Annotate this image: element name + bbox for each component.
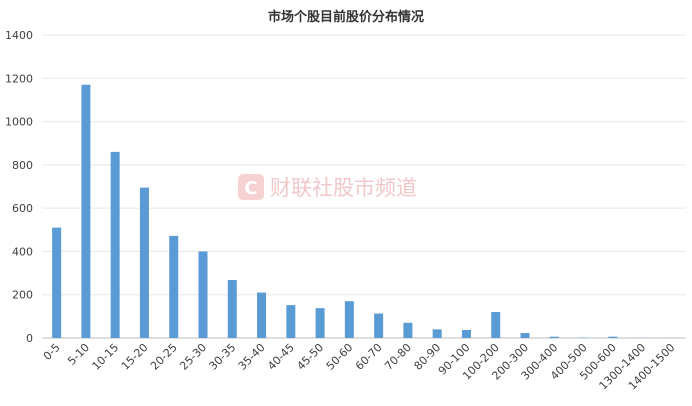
y-tick-label: 0 — [26, 332, 33, 345]
watermark-logo-letter: C — [244, 178, 257, 199]
bar — [169, 235, 179, 338]
bar — [491, 312, 501, 338]
bar — [139, 187, 149, 338]
bar — [227, 279, 237, 338]
x-tick-label: 45-50 — [294, 341, 326, 373]
bar — [374, 313, 384, 338]
bar — [608, 336, 618, 338]
x-tick-label: 10-15 — [90, 341, 122, 373]
bar — [110, 151, 120, 338]
bar — [81, 84, 91, 339]
bar — [461, 329, 471, 338]
bar — [520, 333, 530, 338]
watermark: C 财联社股市频道 — [238, 174, 417, 200]
x-tick-label: 70-80 — [382, 341, 414, 373]
y-tick-label: 1000 — [5, 116, 33, 129]
x-tick-label: 20-25 — [148, 341, 180, 373]
bar — [432, 329, 442, 338]
watermark-text: 财联社股市频道 — [270, 176, 417, 200]
x-tick-label: 35-40 — [236, 341, 268, 373]
y-tick-label: 600 — [12, 202, 33, 215]
x-tick-label: 30-35 — [207, 341, 239, 373]
x-tick-label: 25-30 — [177, 341, 209, 373]
y-tick-label: 800 — [12, 159, 33, 172]
watermark-logo — [238, 174, 264, 200]
bar — [52, 227, 62, 338]
bar — [344, 301, 354, 338]
x-tick-label: 50-60 — [324, 341, 356, 373]
bar — [257, 292, 267, 338]
bar — [286, 305, 296, 338]
chart-title: 市场个股目前股价分布情况 — [267, 10, 424, 25]
bar — [198, 251, 208, 338]
x-tick-label: 40-45 — [265, 341, 297, 373]
x-tick-label: 60-70 — [353, 341, 385, 373]
bar — [549, 336, 559, 338]
x-tick-label: 5-10 — [65, 341, 92, 368]
y-tick-label: 1200 — [5, 72, 33, 85]
y-tick-label: 1400 — [5, 29, 33, 42]
y-tick-label: 400 — [12, 245, 33, 258]
x-tick-label: 15-20 — [119, 341, 151, 373]
bar — [403, 322, 413, 338]
bar — [315, 308, 325, 338]
x-tick-label: 0-5 — [41, 341, 63, 363]
y-tick-label: 200 — [12, 289, 33, 302]
